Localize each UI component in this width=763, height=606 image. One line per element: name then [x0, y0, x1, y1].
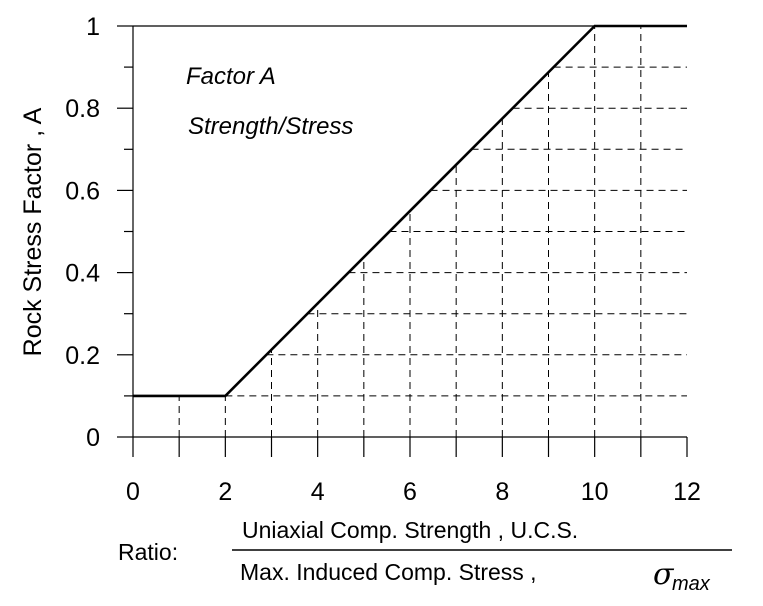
label-layer: 00.20.40.60.810 2 4 6 8 10 12 [65, 13, 701, 506]
x-axis-title-denominator: Max. Induced Comp. Stress , [240, 559, 537, 585]
y-tick-label: 0 [86, 424, 100, 452]
x-tick-label: 2 [218, 478, 232, 506]
x-tick-label: 4 [311, 478, 325, 506]
x-axis-title-prefix: Ratio: [118, 539, 178, 565]
y-axis-title: Rock Stress Factor , A [19, 107, 47, 356]
y-tick-label: 0.2 [65, 342, 100, 370]
tick-layer [117, 25, 688, 457]
annotation-factor-a: Factor A [186, 63, 276, 90]
x-tick-label: 8 [495, 478, 509, 506]
y-tick-label: 0.6 [65, 177, 100, 205]
y-tick-label: 1 [86, 13, 100, 41]
y-tick-label: 0.4 [65, 260, 100, 288]
y-tick-label: 0.8 [65, 95, 100, 123]
x-tick-label: 0 [126, 478, 140, 506]
x-axis-title-numerator: Uniaxial Comp. Strength , U.C.S. [242, 517, 578, 543]
curve-layer [133, 24, 687, 398]
series-line-factor-a [133, 24, 687, 398]
grid-layer [178, 26, 687, 437]
x-axis-title-sigma: σ [653, 557, 675, 592]
x-axis-title-subscript: max [672, 573, 711, 595]
x-tick-label: 6 [403, 478, 417, 506]
x-tick-label: 12 [673, 478, 701, 506]
x-tick-label: 10 [581, 478, 609, 506]
annotation-strength-stress: Strength/Stress [188, 113, 353, 140]
axis-layer [132, 25, 687, 438]
